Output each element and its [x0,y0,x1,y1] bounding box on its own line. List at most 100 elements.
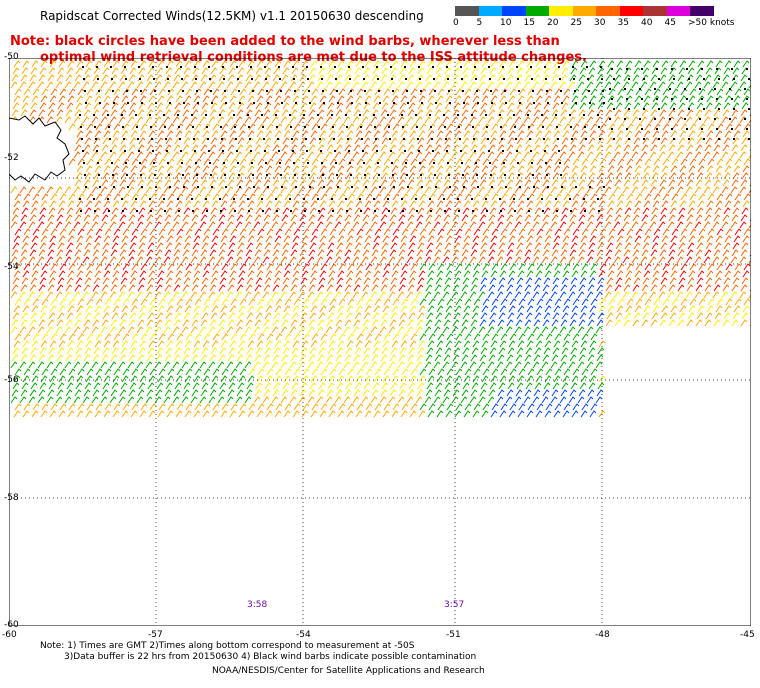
wind-barb [158,193,166,201]
wind-barb [344,74,352,82]
wind-barb [355,200,363,208]
wind-barb [372,242,380,250]
wind-barb [649,291,657,299]
wind-barb [390,137,398,145]
wind-barb [55,186,63,194]
wind-barb [218,179,226,187]
wind-barb [689,193,697,201]
wind-barb [380,319,388,327]
quality-flag-circle [731,98,733,100]
wind-barb [253,221,261,229]
wind-barb [46,326,54,334]
wind-barb [127,186,135,194]
wind-barb [155,389,163,397]
wind-barb [265,235,273,243]
quality-flag-circle [475,78,477,80]
wind-barb [552,67,560,75]
wind-barb [587,354,595,362]
wind-barb [68,228,76,236]
wind-barb [155,214,163,222]
wind-barb [66,312,74,320]
wind-barb [721,221,729,229]
quality-flag-circle [434,174,436,176]
wind-barb [408,137,416,145]
wind-barb [229,410,237,418]
wind-barb [156,312,164,320]
wind-barb [355,60,363,68]
wind-barb [740,179,748,187]
wind-barb [326,74,334,82]
wind-barb [417,347,425,355]
wind-barb [311,123,319,131]
wind-barb [230,403,238,411]
wind-barb [284,193,292,201]
wind-barb [300,312,308,320]
wind-barb [604,151,612,159]
wind-barb [103,130,111,138]
wind-barb [319,270,327,278]
wind-barb [39,277,47,285]
quality-flag-circle [703,138,705,140]
wind-barb [227,214,235,222]
wind-barb [415,81,423,89]
wind-barb [118,291,126,299]
quality-flag-circle [153,162,155,164]
wind-barb [551,74,559,82]
wind-barb [523,221,531,229]
wind-barb [317,354,325,362]
wind-barb [147,102,155,110]
wind-barb [255,137,263,145]
quality-flag-circle [262,210,264,212]
wind-barb [580,165,588,173]
wind-barb [517,305,525,313]
wind-barb [535,95,543,103]
wind-barb [606,172,614,180]
wind-barb [419,123,427,131]
wind-barb [32,403,40,411]
wind-barb [23,298,31,306]
wind-barb [668,109,676,117]
wind-barb [300,242,308,250]
wind-barb [109,151,117,159]
wind-barb [595,256,603,264]
wind-barb [716,158,724,166]
quality-flag-circle [277,138,279,140]
quality-flag-circle [210,90,212,92]
wind-barb [219,382,227,390]
wind-barb [605,109,613,117]
wind-barb [642,312,650,320]
wind-barb [677,144,685,152]
wind-barb [588,137,596,145]
wind-barb [706,95,714,103]
wind-barb [154,256,162,264]
quality-flag-circle [571,138,573,140]
wind-barb [328,60,336,68]
wind-barb [688,200,696,208]
wind-barb [73,256,81,264]
wind-barb [734,193,742,201]
wind-barb [652,200,660,208]
quality-flag-circle [239,102,241,104]
wind-barb [651,172,659,180]
wind-barb [221,193,229,201]
wind-barb [262,256,270,264]
wind-barb [122,403,130,411]
quality-flag-circle [97,162,99,164]
quality-flag-circle [503,78,505,80]
wind-barb [113,193,121,201]
wind-barb [229,165,237,173]
quality-flag-circle [457,114,459,116]
wind-barb [128,179,136,187]
wind-barb [550,116,558,124]
quality-flag-circle [402,126,404,128]
wind-barb [473,193,481,201]
wind-barb [200,109,208,117]
wind-barb [446,193,454,201]
wind-barb [30,242,38,250]
wind-barb [587,179,595,187]
wind-barb [221,298,229,306]
wind-barb [76,305,84,313]
wind-barb [282,207,290,215]
wind-barb [218,214,226,222]
wind-barb [401,368,409,376]
